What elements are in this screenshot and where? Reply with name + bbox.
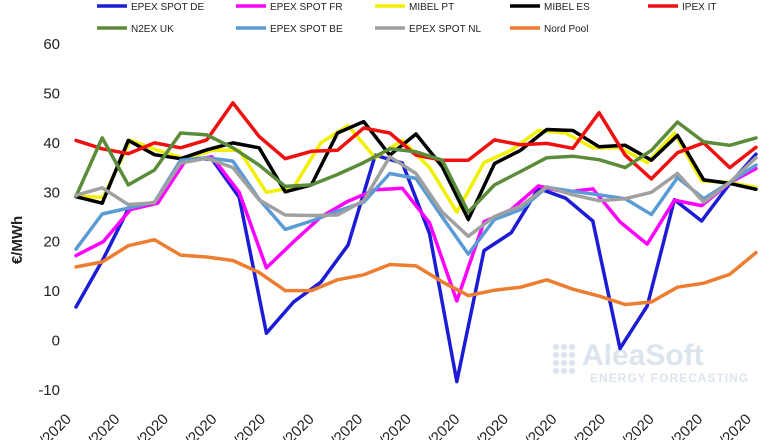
- legend-label-mibel-es: MIBEL ES: [544, 2, 590, 13]
- series-line-nord-pool: [74, 237, 758, 307]
- x-axis: /2020/2020/2020/2020/2020/2020/2020/2020…: [36, 411, 755, 440]
- series-line-epex-spot-be: [74, 155, 758, 256]
- watermark: AleaSoft ENERGY FORECASTING: [553, 339, 749, 385]
- y-tick-label: 40: [43, 135, 60, 152]
- legend-label-epex-spot-de: EPEX SPOT DE: [131, 2, 205, 13]
- y-tick-label: -10: [38, 382, 60, 399]
- x-tick-label: /2020: [376, 411, 415, 440]
- x-tick-label: /2020: [36, 411, 75, 440]
- x-tick-label: /2020: [716, 411, 755, 440]
- y-tick-label: 0: [52, 333, 60, 350]
- y-tick-label: 20: [43, 234, 60, 251]
- x-tick-label: /2020: [85, 411, 124, 440]
- legend-label-n2ex-uk: N2EX UK: [131, 24, 174, 35]
- series-line-epex-spot-nl: [74, 154, 758, 239]
- y-tick-label: 30: [43, 184, 60, 201]
- y-tick-label: 60: [43, 36, 60, 53]
- legend-label-ipex-it: IPEX IT: [682, 2, 716, 13]
- y-axis-label: €/MWh: [9, 216, 26, 264]
- x-tick-label: /2020: [133, 411, 172, 440]
- legend-label-epex-spot-nl: EPEX SPOT NL: [409, 24, 482, 35]
- x-tick-label: /2020: [279, 411, 318, 440]
- x-tick-label: /2020: [668, 411, 707, 440]
- watermark-title: AleaSoft: [582, 339, 704, 372]
- x-tick-label: /2020: [571, 411, 610, 440]
- y-tick-label: 10: [43, 283, 60, 300]
- x-tick-label: /2020: [425, 411, 464, 440]
- x-tick-label: /2020: [328, 411, 367, 440]
- aleasoft-logo-icon: [553, 344, 575, 374]
- x-tick-label: /2020: [473, 411, 512, 440]
- legend: EPEX SPOT DE EPEX SPOT FR MIBEL PT MIBEL ES…: [97, 2, 716, 35]
- y-tick-label: 50: [43, 85, 60, 102]
- x-tick-label: /2020: [619, 411, 658, 440]
- legend-label-epex-spot-be: EPEX SPOT BE: [270, 24, 343, 35]
- legend-label-mibel-pt: MIBEL PT: [409, 2, 454, 13]
- legend-label-epex-spot-fr: EPEX SPOT FR: [270, 2, 343, 13]
- watermark-subtitle: ENERGY FORECASTING: [590, 371, 749, 385]
- x-tick-label: /2020: [231, 411, 270, 440]
- x-tick-label: /2020: [182, 411, 221, 440]
- series-line-n2ex-uk: [74, 120, 758, 214]
- legend-label-nord-pool: Nord Pool: [544, 24, 588, 35]
- y-axis: -10 0 10 20 30 40 50 60: [38, 36, 60, 399]
- x-tick-label: /2020: [522, 411, 561, 440]
- series-lines: [74, 101, 758, 384]
- series-line-ipex-it: [74, 101, 758, 181]
